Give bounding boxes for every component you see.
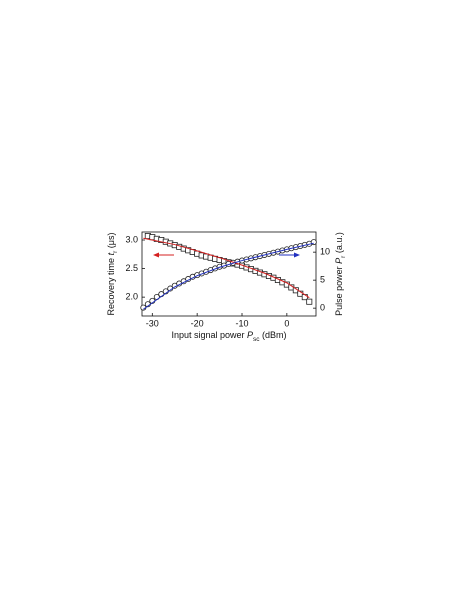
tick-label: 3.0 <box>125 234 138 244</box>
tick-label: 0 <box>284 318 289 328</box>
y2-axis-label-sub: r <box>340 255 347 258</box>
y-axis-label-var: t <box>106 252 116 255</box>
y2-axis-label-post: (a.u.) <box>334 232 344 256</box>
y-axis-label: Recovery time tr (μs) <box>106 233 119 316</box>
tick-label: 10 <box>320 247 330 257</box>
x-axis-label-sub: sc <box>253 336 260 343</box>
plot-frame <box>141 231 317 317</box>
tick-label: 2.0 <box>125 292 138 302</box>
tick-label: 0 <box>320 303 325 313</box>
fit-line <box>143 237 310 299</box>
tick-label: -10 <box>235 318 248 328</box>
y-axis-label-sub: r <box>112 250 119 253</box>
left-arrow <box>153 252 174 258</box>
x-axis-label: Input signal power Psc (dBm) <box>171 330 286 343</box>
x-axis-label-pre: Input signal power <box>171 330 247 340</box>
y-axis-label-post: (μs) <box>106 233 116 251</box>
square-marker <box>306 298 313 305</box>
y2-axis-label-pre: Pulse power <box>334 264 344 316</box>
y-axis-label-pre: Recovery time <box>106 255 116 315</box>
fit-line <box>143 242 314 310</box>
tick-label: -30 <box>146 318 159 328</box>
x-axis-label-post: (dBm) <box>260 330 287 340</box>
tick-label: 5 <box>320 275 325 285</box>
tick-label: 2.5 <box>125 263 138 273</box>
tick-label: -20 <box>191 318 204 328</box>
right-arrow <box>279 252 300 258</box>
y2-axis-label-var: P <box>334 258 344 264</box>
y2-axis-label: Pulse power Pr (a.u.) <box>334 232 347 316</box>
x-axis-label-var: P <box>247 330 253 340</box>
